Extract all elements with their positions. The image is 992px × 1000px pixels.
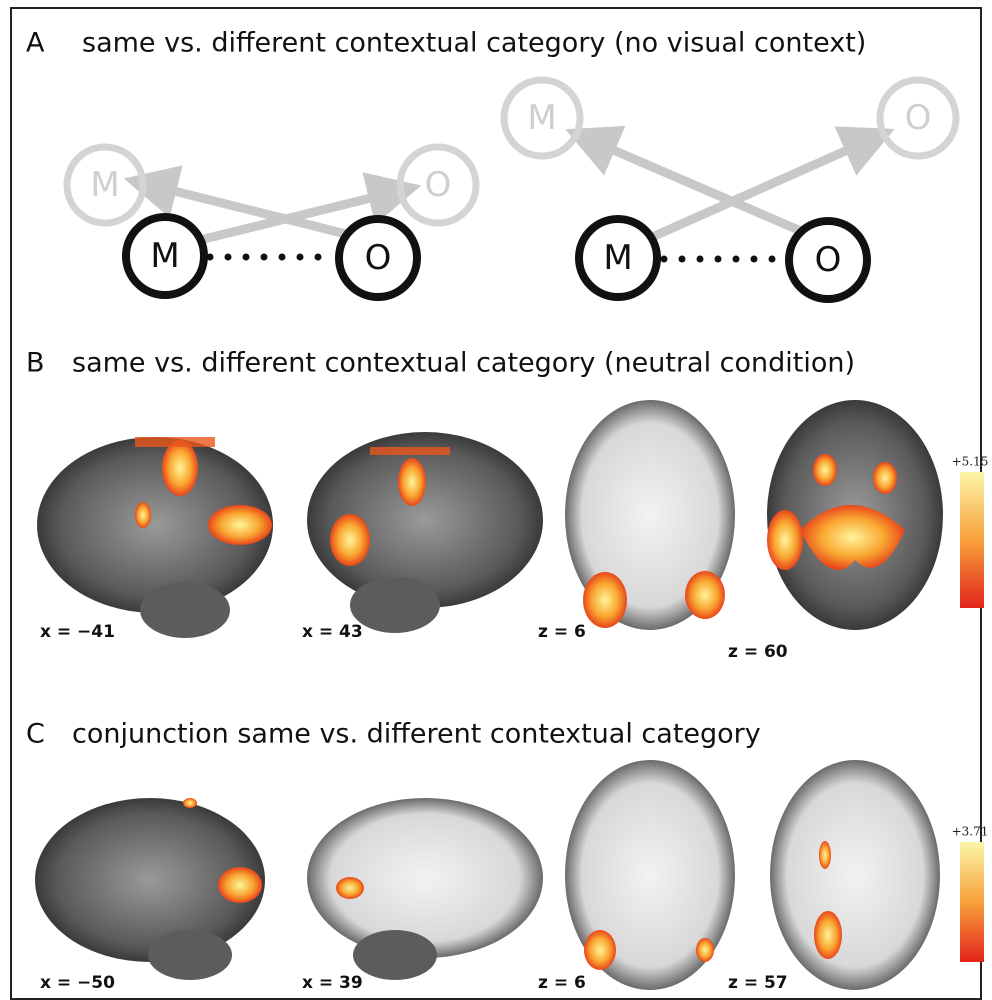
slice-label: x = 39 [302,973,363,993]
brain-images [35,760,940,990]
node-label: M [150,236,179,276]
panel-letter: B [26,348,45,379]
slice-label: x = 43 [302,622,363,642]
node-label: O [815,240,842,280]
diagram: M O M O [504,80,956,299]
node-label: M [527,98,556,138]
panel-letter: A [26,28,45,59]
slice-label: z = 60 [728,642,788,662]
panel-letter: C [26,719,45,750]
node-label: M [90,165,119,205]
panel-title: same vs. different contextual category (… [82,28,866,59]
diagram: M O M O [67,147,476,297]
panel-title: conjunction same vs. different contextua… [72,719,761,750]
panel-title: same vs. different contextual category (… [72,348,855,379]
figure: A same vs. different contextual category… [0,0,992,1000]
colorbar [960,842,984,962]
slice-label: x = −41 [40,622,115,642]
slice-label: z = 6 [538,622,586,642]
colorbar-label: +5.15 [952,455,989,469]
colorbar-label: +3.71 [952,825,989,839]
slice-label: z = 6 [538,973,586,993]
slice-label: z = 57 [728,973,788,993]
brain-images [37,400,943,638]
node-label: O [365,238,392,278]
slice-label: x = −50 [40,973,115,993]
colorbar [960,472,984,608]
node-label: O [905,98,932,138]
node-label: O [425,165,452,205]
node-label: M [603,238,632,278]
